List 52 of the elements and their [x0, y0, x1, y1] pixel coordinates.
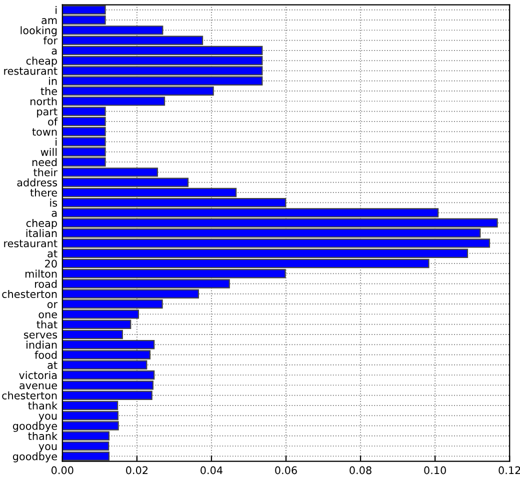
- y-tick-label: is: [50, 198, 58, 207]
- y-tick-label: at: [48, 362, 58, 370]
- y-tick-label: of: [48, 118, 58, 126]
- y-tick-label: their: [34, 168, 58, 176]
- x-tick-label: 0.08: [350, 466, 372, 474]
- y-tick-label: road: [35, 280, 57, 288]
- y-tick-label: looking: [20, 26, 57, 36]
- y-tick-label: for: [43, 36, 58, 44]
- x-tick-label: 0.12: [498, 466, 520, 474]
- y-tick-label: i: [56, 138, 57, 146]
- y-tick-label: restaurant: [4, 67, 58, 75]
- y-tick-label: 20: [45, 260, 57, 268]
- y-tick-label: there: [30, 188, 57, 197]
- y-tick-label: italian: [26, 229, 57, 238]
- y-tick-label: or: [47, 302, 58, 308]
- y-tick-label: avenue: [20, 383, 57, 390]
- y-tick-label: goodbye: [12, 422, 57, 432]
- y-tick-label: one: [38, 312, 57, 318]
- y-tick-label: at: [48, 250, 58, 258]
- y-tick-label: part: [37, 108, 58, 118]
- y-tick-label: goodbye: [12, 452, 57, 462]
- y-tick-label: cheap: [26, 218, 57, 230]
- x-tick-label: 0.02: [126, 466, 148, 474]
- y-tick-label: serves: [24, 332, 58, 339]
- x-tick-label: 0.04: [200, 466, 222, 474]
- y-tick-label: am: [42, 18, 57, 24]
- y-tick-label: chesterton: [2, 290, 57, 298]
- y-tick-label: food: [34, 350, 57, 359]
- y-tick-label: a: [52, 48, 57, 55]
- y-tick-label: milton: [25, 270, 57, 278]
- y-tick-label: you: [38, 444, 57, 452]
- x-tick-label: 0.10: [424, 466, 446, 474]
- y-tick-label: in: [49, 76, 57, 85]
- y-tick-label: you: [38, 414, 57, 422]
- y-tick-label: the: [40, 87, 57, 96]
- y-tick-label: need: [32, 158, 57, 166]
- y-tick-label: address: [17, 178, 58, 186]
- y-tick-label: cheap: [26, 56, 57, 67]
- y-tick-label: victoria: [19, 371, 57, 380]
- y-tick-label: i: [56, 6, 57, 14]
- y-tick-label: thank: [28, 432, 58, 440]
- y-tick-label: that: [36, 320, 58, 328]
- x-tick-label: 0.00: [51, 466, 74, 474]
- y-tick-label: restaurant: [4, 240, 58, 248]
- y-tick-label: north: [30, 97, 57, 106]
- y-tick-label: indian: [26, 340, 57, 349]
- x-tick-label: 0.06: [275, 466, 297, 474]
- y-tick-label: will: [40, 148, 57, 156]
- y-tick-label: town: [32, 128, 57, 136]
- y-tick-label: thank: [28, 402, 58, 410]
- y-tick-label: chesterton: [2, 391, 57, 400]
- y-tick-label: a: [52, 210, 57, 217]
